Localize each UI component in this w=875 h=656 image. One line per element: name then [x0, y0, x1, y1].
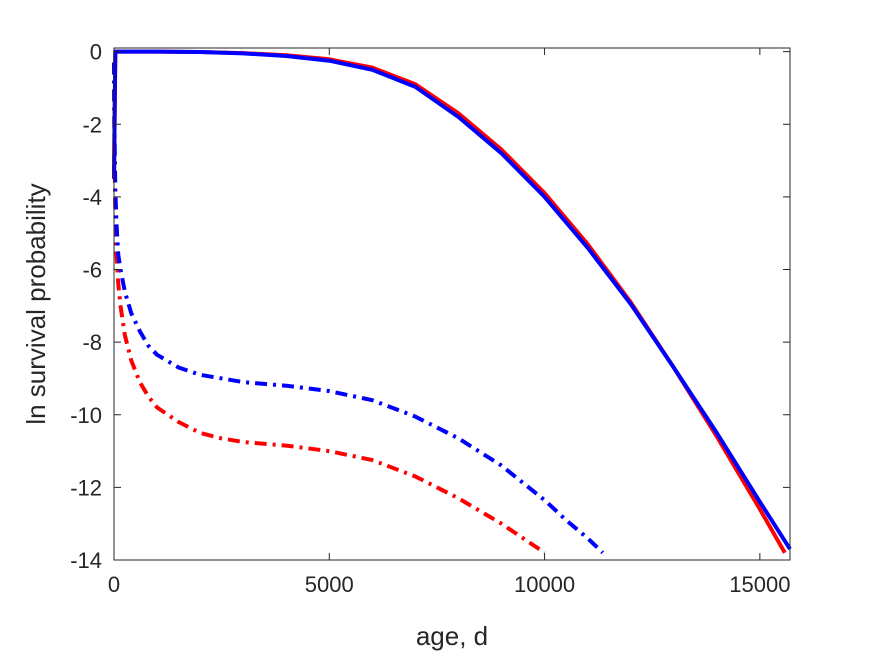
x-tick-label: 0 [108, 572, 120, 597]
y-tick-label: -8 [82, 330, 102, 355]
y-tick-label: 0 [90, 40, 102, 65]
y-axis-label: ln survival probability [21, 183, 51, 424]
series-layer [112, 49, 792, 555]
series-blue-dashdot [112, 62, 605, 555]
x-axis-label: age, d [416, 621, 488, 651]
y-ticks: 0 -2 -4 -6 -8 -10 -12 -14 [70, 40, 790, 573]
x-tick-label: 5000 [305, 572, 354, 597]
y-tick-label: -10 [70, 403, 102, 428]
series-blue-solid [112, 49, 792, 551]
series-red-dashdot [112, 62, 546, 555]
y-tick-label: -12 [70, 475, 102, 500]
y-tick-label: -4 [82, 185, 102, 210]
plot-area [114, 48, 790, 560]
y-tick-label: -2 [82, 112, 102, 137]
x-ticks: 0 5000 10000 15000 [108, 48, 790, 597]
y-tick-label: -14 [70, 548, 102, 573]
y-tick-label: -6 [82, 258, 102, 283]
x-tick-label: 15000 [729, 572, 790, 597]
axes-box [113, 47, 791, 561]
x-tick-label: 10000 [514, 572, 575, 597]
